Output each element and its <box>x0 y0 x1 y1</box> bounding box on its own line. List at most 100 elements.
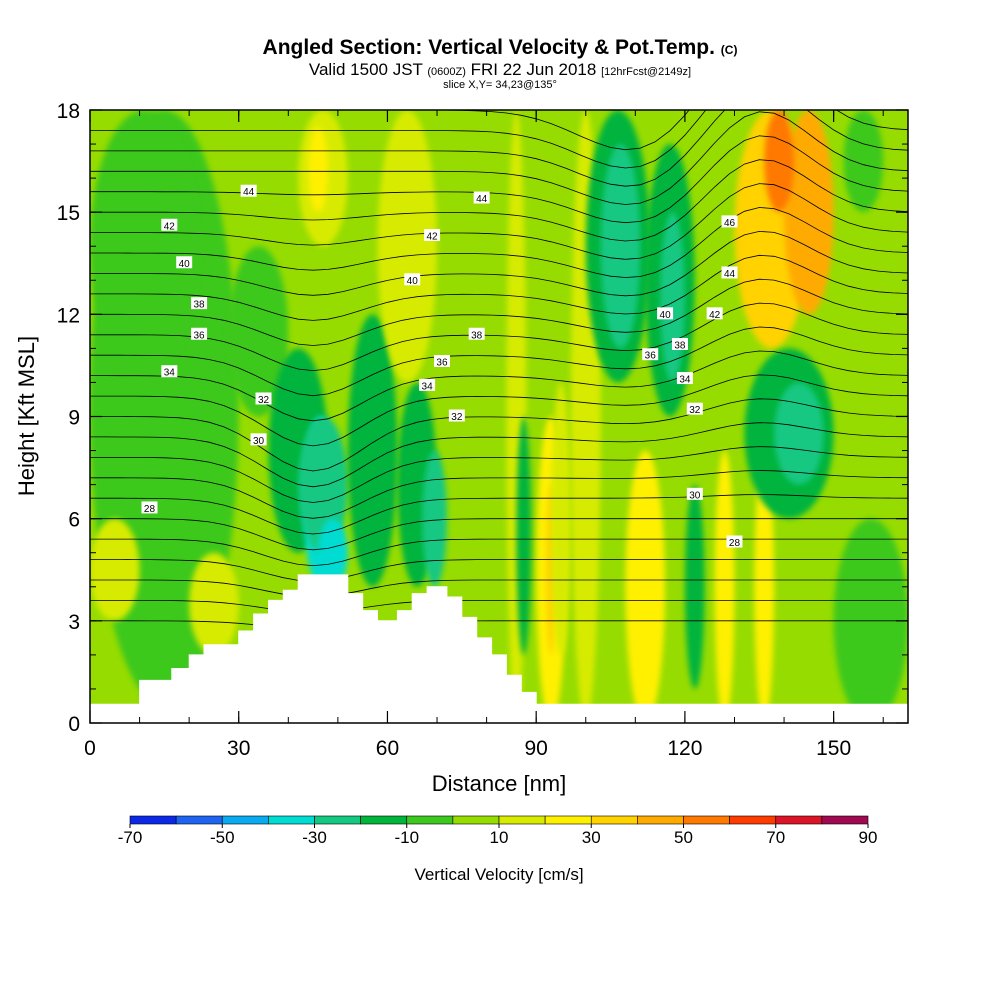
theta-label: 42 <box>706 307 723 321</box>
y-tick-label: 9 <box>68 407 80 430</box>
theta-label-bg <box>706 307 723 320</box>
colorbar-tick-label: 30 <box>582 828 601 847</box>
theta-contour <box>90 559 908 582</box>
theta-label-text: 46 <box>724 218 736 229</box>
theta-label-text: 42 <box>709 310 721 321</box>
colorbar-tick-label: 50 <box>674 828 693 847</box>
theta-label: 34 <box>676 372 693 386</box>
y-tick-label: 3 <box>68 611 80 634</box>
theta-label: 30 <box>250 433 267 447</box>
theta-contour <box>90 230 908 297</box>
colorbar-swatch <box>775 815 823 825</box>
chart-title-text: Angled Section: Vertical Velocity & Pot.… <box>262 36 715 59</box>
theta-label-text: 42 <box>427 232 439 243</box>
theta-label-text: 34 <box>422 381 434 392</box>
theta-label-text: 28 <box>144 504 156 515</box>
colorbar: -70 -50 -30 -10 10 30 50 70 90 <box>118 815 878 847</box>
theta-label: 30 <box>686 487 703 501</box>
terrain <box>89 574 909 724</box>
theta-label: 32 <box>686 402 703 416</box>
theta-label: 38 <box>671 337 688 351</box>
theta-label: 44 <box>473 191 490 205</box>
theta-label-bg <box>671 337 688 350</box>
valid-time: Valid 1500 JST <box>308 60 423 79</box>
theta-contour <box>90 254 908 321</box>
colorbar-swatch <box>729 815 777 825</box>
x-tick-label: 0 <box>84 737 96 760</box>
theta-label-text: 30 <box>689 490 701 501</box>
theta-label-text: 28 <box>729 538 741 549</box>
velocity-region <box>843 110 884 213</box>
theta-contour <box>90 207 908 278</box>
theta-label: 42 <box>424 229 441 243</box>
theta-contour <box>90 326 908 397</box>
theta-label-bg <box>657 307 674 320</box>
theta-label-bg <box>676 372 693 385</box>
y-tick-label: 12 <box>57 304 80 327</box>
y-axis-label: Height [Kft MSL] <box>14 336 39 496</box>
slice-info: slice X,Y= 34,23@135° <box>443 79 557 91</box>
theta-label: 36 <box>191 327 208 341</box>
theta-contour <box>90 110 908 169</box>
theta-label: 38 <box>468 327 485 341</box>
valid-utc: (0600Z) <box>427 66 466 78</box>
theta-label-text: 38 <box>674 340 686 351</box>
theta-label-bg <box>419 378 436 391</box>
velocity-region <box>422 450 447 587</box>
colorbar-tick-label: -50 <box>210 828 235 847</box>
theta-label-bg <box>726 535 743 548</box>
theta-label: 46 <box>721 215 738 229</box>
theta-label-bg <box>686 402 703 415</box>
theta-label-bg <box>721 266 738 279</box>
colorbar-tick-label: 90 <box>859 828 878 847</box>
theta-contour <box>90 494 908 535</box>
velocity-region <box>764 110 794 213</box>
velocity-region <box>298 416 348 553</box>
colorbar-swatch <box>452 815 500 825</box>
theta-label-text: 44 <box>243 187 255 198</box>
colorbar-swatch <box>221 815 269 825</box>
theta-label-text: 40 <box>179 259 191 270</box>
velocity-region <box>684 484 705 689</box>
theta-label: 28 <box>726 535 743 549</box>
theta-contour <box>90 302 908 372</box>
theta-label-bg <box>240 184 257 197</box>
theta-label-text: 44 <box>476 194 488 205</box>
theta-label-bg <box>161 218 178 231</box>
theta-label-bg <box>448 409 465 422</box>
theta-label-text: 36 <box>645 351 657 362</box>
forecast-info: [12hrFcst@2149z] <box>601 66 692 78</box>
theta-contour <box>90 579 908 598</box>
colorbar-tick-label: -10 <box>394 828 419 847</box>
velocity-region <box>774 382 824 485</box>
theta-label-bg <box>176 256 193 269</box>
velocity-region <box>90 518 140 621</box>
theta-label-bg <box>250 433 267 446</box>
x-tick-label: 60 <box>376 737 399 760</box>
theta-contour <box>90 110 690 151</box>
y-tick-label: 6 <box>68 509 80 532</box>
colorbar-swatch <box>175 815 223 825</box>
x-axis-label: Distance [nm] <box>432 771 567 796</box>
theta-contour-labels: 44 42 40 38 36 34 32 30 28 44 42 40 38 36 34 32 40 42 38 36… <box>141 184 743 549</box>
theta-label: 40 <box>657 307 674 321</box>
theta-label-text: 34 <box>679 375 691 386</box>
theta-label: 44 <box>240 184 257 198</box>
theta-contour <box>90 600 908 614</box>
theta-label-bg <box>642 348 659 361</box>
velocity-field <box>90 110 908 723</box>
theta-label: 32 <box>448 409 465 423</box>
velocity-region <box>347 314 398 587</box>
theta-label-bg <box>468 327 485 340</box>
velocity-region <box>377 110 438 383</box>
y-tick-label: 0 <box>68 713 80 736</box>
chart-title: Angled Section: Vertical Velocity & Pot.… <box>0 36 1000 60</box>
theta-label: 34 <box>161 365 178 379</box>
colorbar-swatch <box>406 815 454 825</box>
theta-label-bg <box>433 355 450 368</box>
theta-contour <box>90 278 908 346</box>
theta-label: 36 <box>642 348 659 362</box>
theta-contour <box>90 183 908 260</box>
